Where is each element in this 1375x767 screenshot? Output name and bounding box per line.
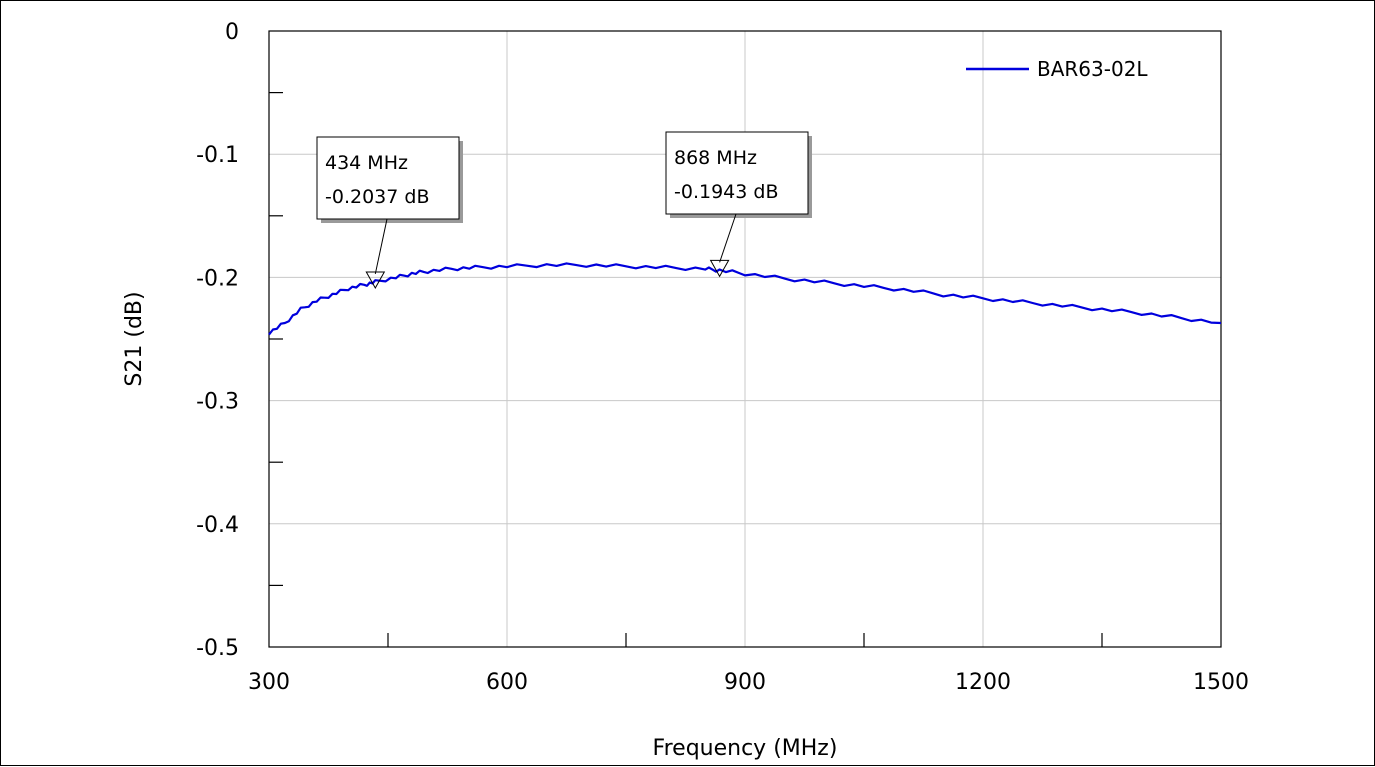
marker-triangle (709, 259, 730, 278)
marker-freq-label: 868 MHz (674, 147, 757, 169)
y-tick-labels: 0 -0.1 -0.2 -0.3 -0.4 -0.5 (196, 20, 239, 661)
marker-leader (374, 218, 388, 275)
y-axis-title: S21 (dB) (122, 291, 147, 386)
marker-freq-label: 434 MHz (325, 152, 408, 174)
y-tick-label: -0.3 (196, 390, 239, 415)
series (268, 262, 1222, 336)
y-tick-label: 0 (225, 20, 239, 45)
legend: BAR63-02L (966, 57, 1148, 81)
marker-0: 434 MHz -0.2037 dB (316, 136, 463, 289)
x-tick-label: 1200 (955, 670, 1011, 695)
markers: 434 MHz -0.2037 dB 868 MHz -0.1943 dB (316, 131, 812, 289)
marker-1: 868 MHz -0.1943 dB (665, 131, 812, 278)
x-axis-title: Frequency (MHz) (653, 736, 838, 761)
x-tick-label: 300 (248, 670, 290, 695)
x-tick-label: 900 (724, 670, 766, 695)
series-line (268, 262, 1222, 336)
legend-label: BAR63-02L (1037, 57, 1148, 81)
y-tick-label: -0.5 (196, 636, 239, 661)
minor-ticks (269, 91, 1103, 647)
y-tick-label: -0.4 (196, 513, 239, 538)
y-tick-label: -0.2 (196, 266, 239, 291)
x-tick-labels: 300 600 900 1200 1500 (248, 670, 1249, 695)
marker-label-box (665, 131, 809, 215)
marker-leader (719, 213, 737, 263)
x-tick-label: 1500 (1193, 670, 1249, 695)
grid (269, 31, 1221, 647)
y-tick-label: -0.1 (196, 143, 239, 168)
marker-value-label: -0.2037 dB (325, 186, 429, 208)
marker-label-box (316, 136, 460, 220)
x-tick-label: 600 (486, 670, 528, 695)
marker-value-label: -0.1943 dB (674, 181, 778, 203)
marker-triangle (365, 271, 386, 289)
